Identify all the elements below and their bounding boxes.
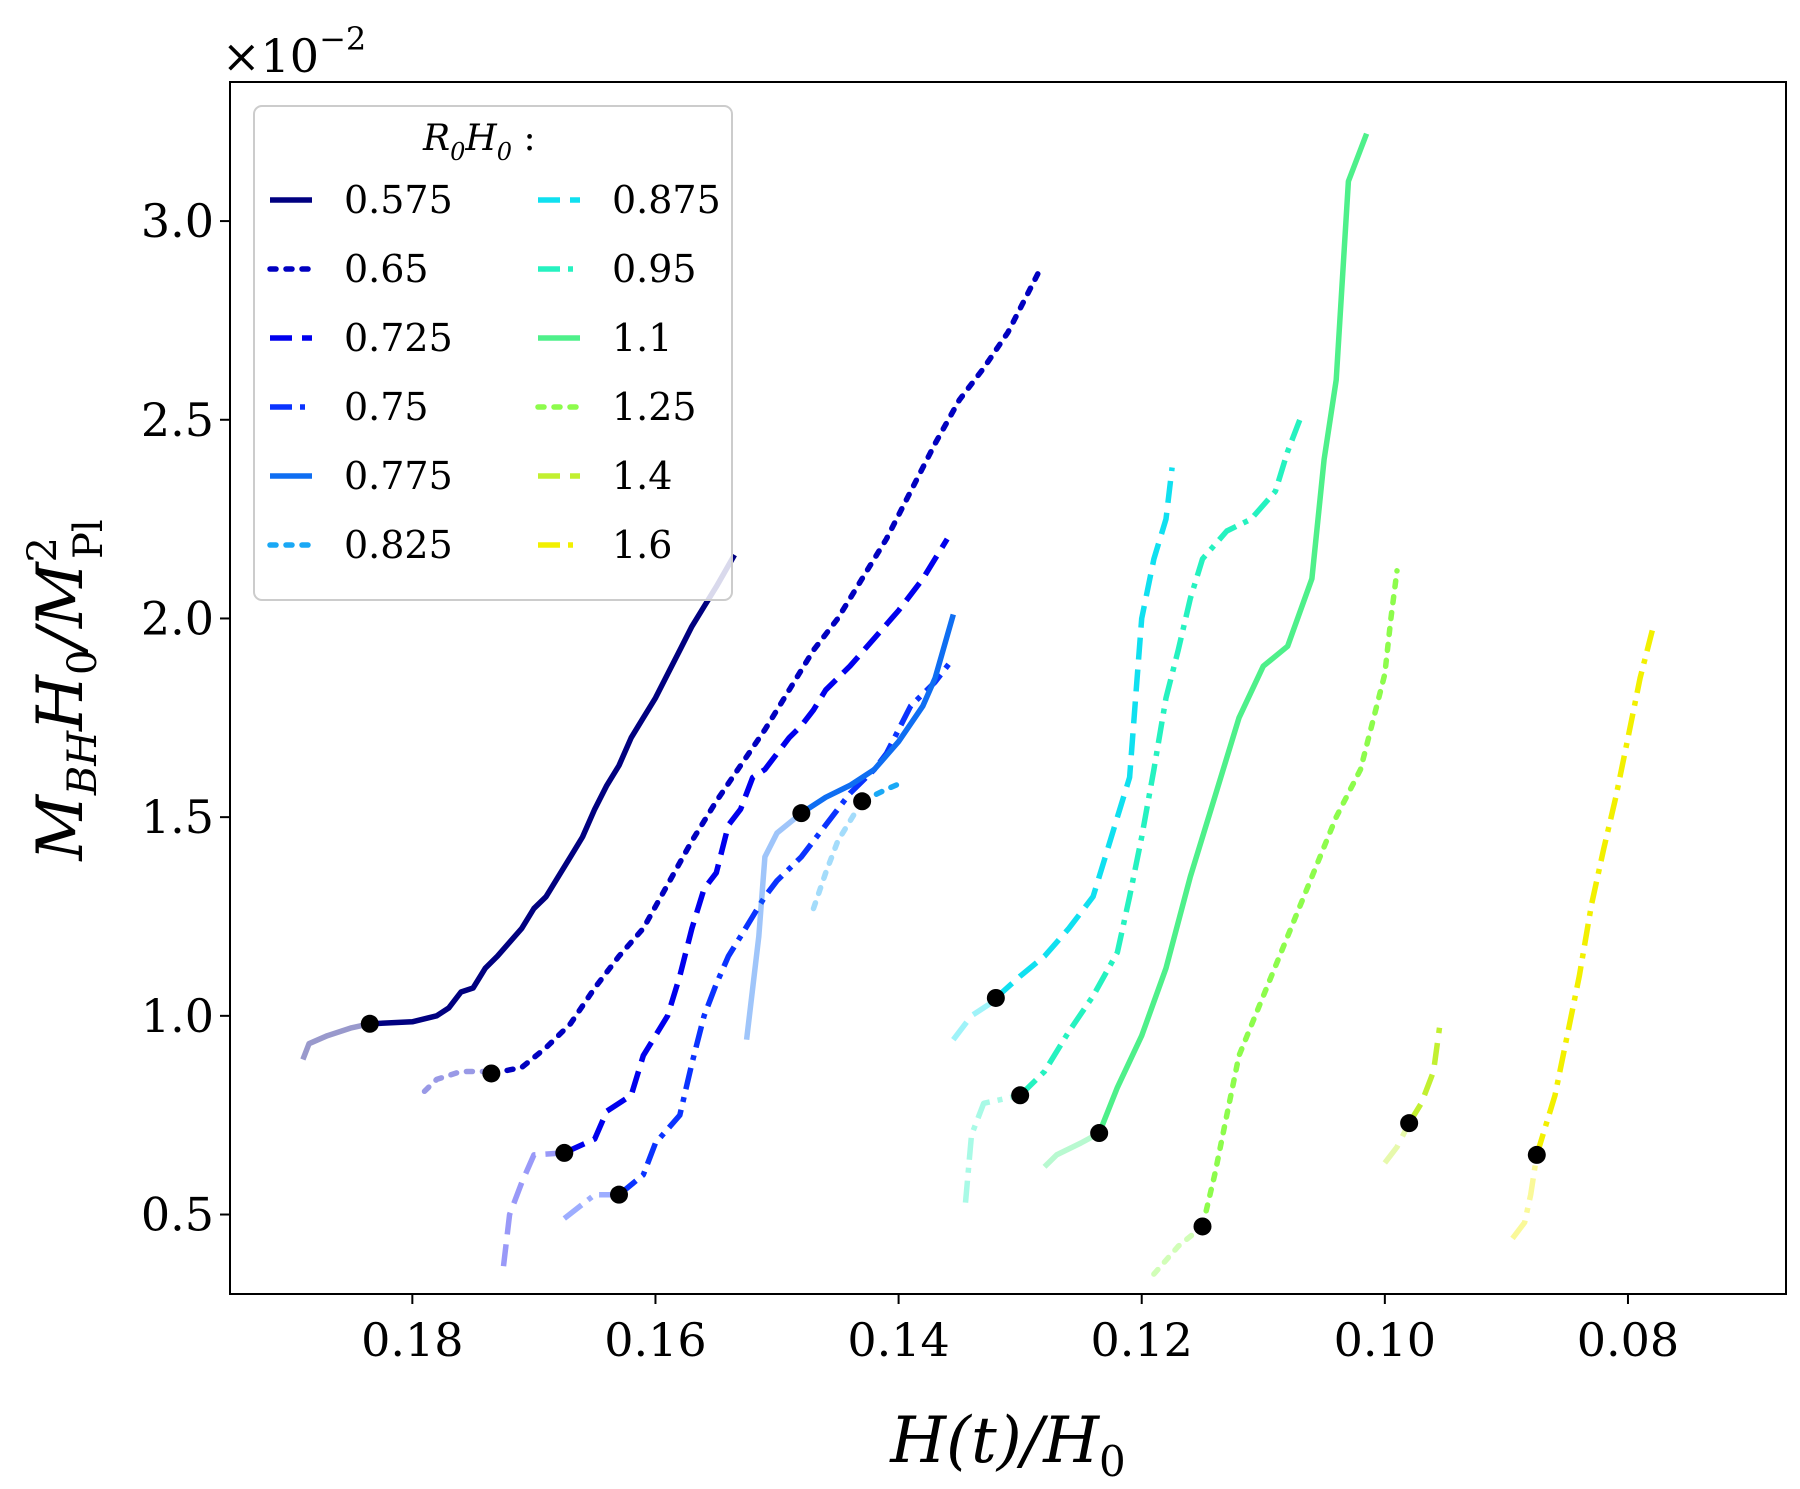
legend-entry: 1.4 [538,454,672,498]
series-0.825 [810,778,908,912]
series-line [1018,418,1303,1098]
legend-entry: 0.75 [270,385,429,429]
legend-entry: 0.775 [270,454,453,498]
series-line-pre [743,811,804,1041]
series-line [1406,1027,1443,1125]
series-line-pre [962,1092,1021,1203]
legend-entry: 0.65 [267,247,429,291]
series-line-pre [1151,1223,1206,1277]
legend-entry: 0.825 [267,523,453,567]
series-line [859,778,908,805]
series-marker [1011,1086,1030,1105]
y-tick-label: 3.0 [141,194,214,248]
series-line-pre [810,798,865,912]
legend-label: 0.775 [344,454,453,498]
series-0.875 [951,467,1175,1042]
series-marker [555,1143,574,1162]
ticks-layer: 0.18 0.16 0.14 0.12 0.10 0.08 0.5 1.0 1.5 2.0 2.5 3… [141,194,1679,1367]
series-layer [300,132,1655,1277]
series-0.95 [962,418,1303,1203]
legend-entry: 1.25 [535,385,697,429]
series-marker [1090,1124,1109,1143]
y-tick-label: 1.0 [141,989,214,1043]
legend-label: 0.65 [344,247,429,291]
legend-title: R0H0 : [422,118,536,166]
series-marker [610,1185,628,1204]
series-line-pre [1510,1154,1540,1241]
series-line [1199,568,1400,1230]
y-tick-label: 0.5 [141,1188,214,1242]
y-tick-label: 2.5 [141,393,214,447]
series-0.725 [500,537,950,1267]
legend-entry: 0.725 [270,316,453,360]
series-line-pre [1042,1130,1101,1169]
legend-label: 0.875 [612,178,721,222]
legend-label: 1.25 [612,385,697,429]
y-axis-label: MBHH0/M2Pl [20,519,112,861]
x-axis-label: H(t)/H0 [889,1404,1126,1486]
y-multiplier-label: ×10−2 [222,20,366,83]
legend-label: 0.575 [344,178,453,222]
legend-entry: 0.875 [538,178,721,222]
series-1.1 [1042,132,1370,1169]
y-tick-label: 1.5 [141,790,214,844]
series-line-pre [500,1150,565,1267]
series-line [1534,629,1655,1156]
series-marker [853,792,872,811]
x-tick-label: 0.12 [1091,1313,1193,1367]
legend: R0H0 : 0.575 0.65 0.725 0.75 0.775 0.825 0.875… [253,105,733,601]
legend-entry: 1.6 [538,523,672,567]
series-line-pre [300,1021,371,1061]
legend-label: 0.95 [612,247,697,291]
series-line [799,613,956,816]
series-line [369,553,737,1027]
legend-entry: 1.1 [538,316,672,360]
legend-entries: 0.575 0.65 0.725 0.75 0.775 0.825 0.875 0.95 1.1… [267,178,721,567]
legend-label: 0.825 [344,523,453,567]
series-marker [482,1064,501,1083]
series-marker [1527,1145,1546,1164]
series-line [563,537,950,1156]
x-tick-label: 0.14 [847,1313,949,1367]
x-tick-label: 0.18 [361,1313,463,1367]
legend-label: 1.1 [612,316,672,360]
legend-label: 1.6 [612,523,672,567]
plot-frame [229,81,1787,1295]
series-1.6 [1510,629,1655,1241]
series-line [488,269,1042,1077]
x-tick-label: 0.10 [1334,1313,1436,1367]
legend-label: 0.75 [344,385,429,429]
legend-box [253,105,733,601]
series-line-pre [421,1068,495,1095]
x-tick-label: 0.08 [1577,1313,1679,1367]
series-0.65 [421,269,1042,1095]
series-marker [1400,1114,1419,1133]
series-marker [792,804,811,823]
y-tick-label: 2.0 [141,591,214,645]
legend-entry: 0.95 [538,247,697,291]
legend-entry: 0.575 [270,178,453,222]
series-marker [1193,1217,1212,1236]
series-0.775 [743,613,956,1041]
series-1.25 [1151,568,1400,1277]
series-marker [360,1014,379,1033]
legend-label: 1.4 [612,454,672,498]
series-0.575 [300,553,737,1061]
legend-label: 0.725 [344,316,453,360]
series-line [993,467,1175,1001]
series-line [1096,132,1370,1135]
series-1.4 [1382,1027,1443,1165]
series-line-pre [951,997,998,1042]
x-tick-label: 0.16 [604,1313,706,1367]
series-marker [986,988,1005,1007]
